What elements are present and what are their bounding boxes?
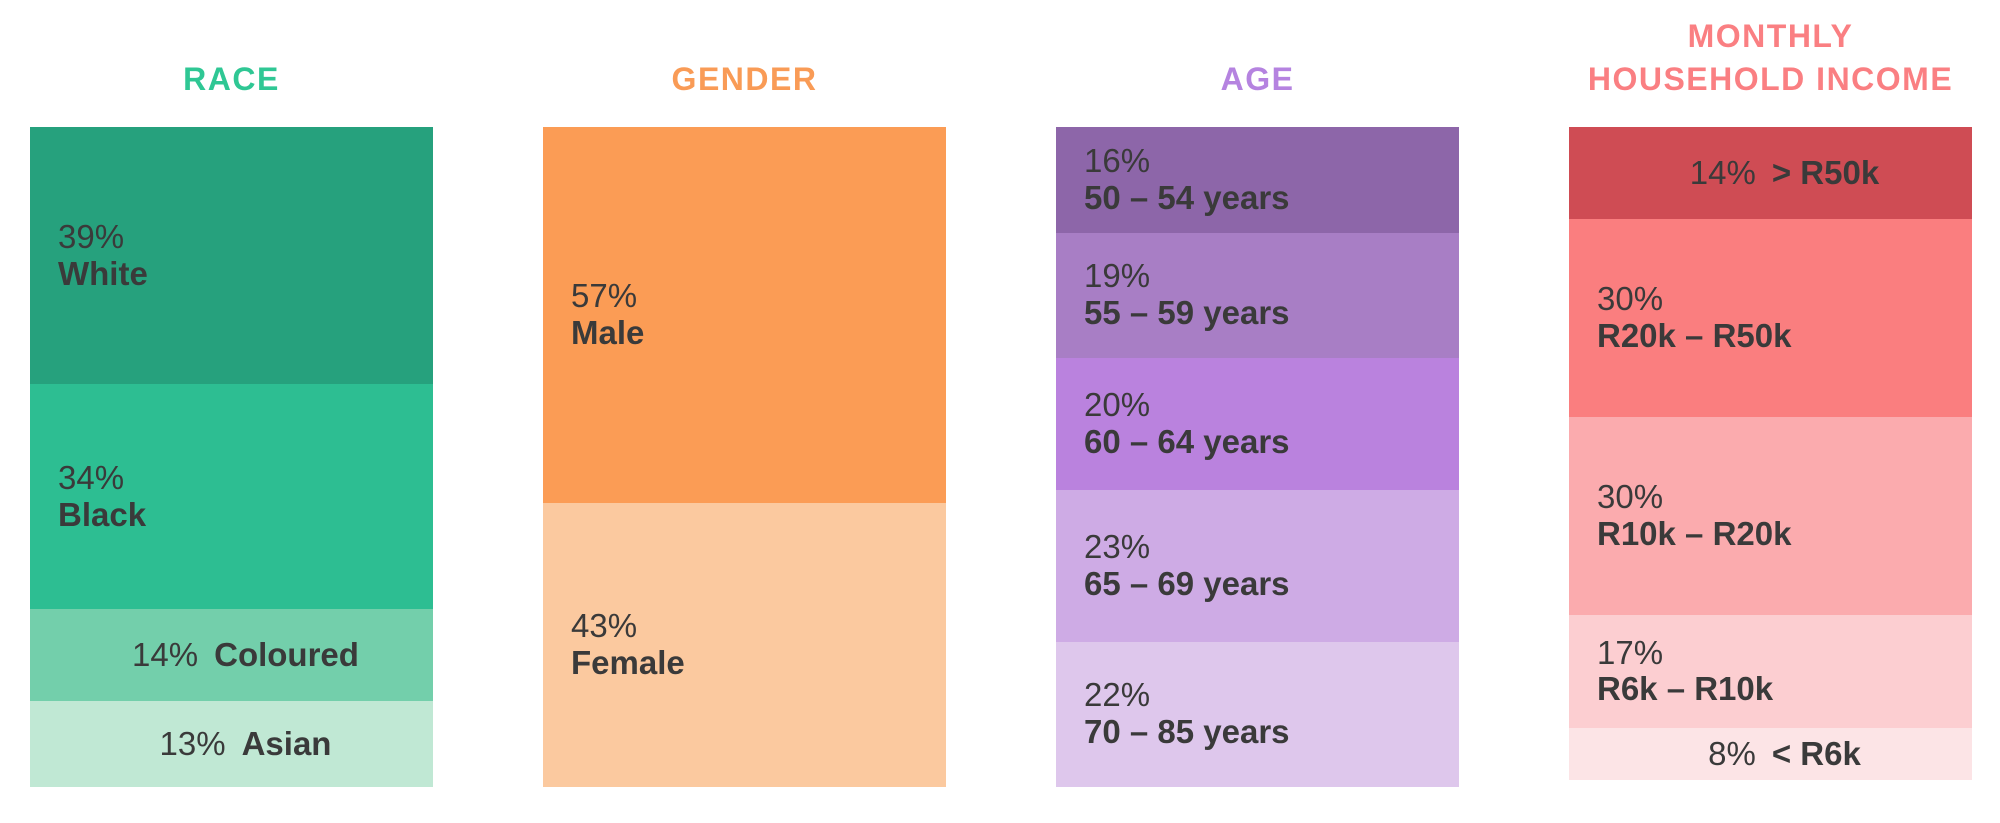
- segment-percent: 19%: [1084, 257, 1151, 295]
- segment-income-r50k: 14% > R50k: [1569, 127, 1972, 220]
- segment-label: Black: [58, 495, 147, 533]
- demographics-infographic: RACE 39% White 34% Black 14% Coloured 13% Asian G…: [30, 0, 1972, 787]
- segment-percent: 43%: [571, 607, 638, 645]
- segment-age-50-54-years: 16% 50 – 54 years: [1056, 127, 1459, 233]
- segment-percent: 14%: [1689, 153, 1756, 191]
- column-header-gender: GENDER: [543, 0, 946, 127]
- column-race: RACE 39% White 34% Black 14% Coloured 13% Asian: [30, 0, 433, 787]
- segment-label: Male: [571, 314, 645, 352]
- column-gender: GENDER 57% Male 43% Female: [543, 0, 946, 787]
- segment-percent: 30%: [1597, 478, 1664, 516]
- column-title-line-income: MONTHLY: [1687, 17, 1854, 54]
- column-title-line-race: RACE: [183, 60, 280, 97]
- segment-age-70-85-years: 22% 70 – 85 years: [1056, 641, 1459, 787]
- segment-label: White: [58, 254, 148, 292]
- segment-income-r20k-r50k: 30% R20k – R50k: [1569, 219, 1972, 418]
- column-title-line-gender: GENDER: [671, 60, 818, 97]
- stacked-bar-race: 39% White 34% Black 14% Coloured 13% Asian: [30, 127, 433, 787]
- segment-percent: 34%: [58, 458, 125, 496]
- column-header-age: AGE: [1056, 0, 1459, 127]
- segment-race-white: 39% White: [30, 127, 433, 385]
- segment-percent: 17%: [1597, 633, 1664, 671]
- column-age: AGE 16% 50 – 54 years 19% 55 – 59 years 20% 60…: [1056, 0, 1459, 787]
- segment-percent: 57%: [571, 277, 638, 315]
- segment-race-black: 34% Black: [30, 384, 433, 609]
- segment-percent: 14%: [132, 635, 199, 673]
- segment-income-r6k-r10k: 17% R6k – R10k: [1569, 615, 1972, 728]
- column-title-line-age: AGE: [1220, 60, 1295, 97]
- segment-label: Asian: [241, 724, 332, 762]
- column-title-income: MONTHLY HOUSEHOLD INCOME: [1588, 15, 1953, 101]
- segment-percent: 16%: [1084, 141, 1151, 179]
- segment-age-60-64-years: 20% 60 – 64 years: [1056, 357, 1459, 490]
- segment-label: < R6k: [1771, 734, 1861, 772]
- segment-label: R20k – R50k: [1597, 317, 1792, 355]
- segment-gender-male: 57% Male: [543, 127, 946, 504]
- column-income: MONTHLY HOUSEHOLD INCOME 14% > R50k 30% R20k …: [1569, 0, 1972, 787]
- segment-gender-female: 43% Female: [543, 503, 946, 787]
- segment-percent: 23%: [1084, 527, 1151, 565]
- segment-age-55-59-years: 19% 55 – 59 years: [1056, 232, 1459, 358]
- column-header-income: MONTHLY HOUSEHOLD INCOME: [1569, 0, 1972, 127]
- stacked-bar-age: 16% 50 – 54 years 19% 55 – 59 years 20% 60 – …: [1056, 127, 1459, 787]
- segment-percent: 22%: [1084, 676, 1151, 714]
- segment-label: Female: [571, 644, 685, 682]
- column-title-line-income: HOUSEHOLD INCOME: [1587, 60, 1954, 97]
- segment-label: 55 – 59 years: [1084, 294, 1290, 332]
- segment-label: R6k – R10k: [1597, 670, 1774, 708]
- stacked-bar-income: 14% > R50k 30% R20k – R50k 30% R10k – R20k 17%…: [1569, 127, 1972, 787]
- segment-label: 65 – 69 years: [1084, 564, 1290, 602]
- segment-percent: 30%: [1597, 280, 1664, 318]
- segment-percent: 39%: [58, 217, 125, 255]
- segment-label: 60 – 64 years: [1084, 422, 1290, 460]
- segment-percent: 13%: [159, 724, 226, 762]
- segment-label: Coloured: [214, 635, 359, 673]
- chart-columns: RACE 39% White 34% Black 14% Coloured 13% Asian G…: [30, 0, 1972, 787]
- segment-percent: 8%: [1708, 734, 1756, 772]
- column-title-gender: GENDER: [672, 58, 818, 101]
- segment-label: > R50k: [1771, 153, 1880, 191]
- segment-race-coloured: 14% Coloured: [30, 608, 433, 702]
- segment-age-65-69-years: 23% 65 – 69 years: [1056, 489, 1459, 642]
- segment-income-r6k: 8% < R6k: [1569, 727, 1972, 781]
- column-title-race: RACE: [183, 58, 280, 101]
- segment-label: 70 – 85 years: [1084, 713, 1290, 751]
- stacked-bar-gender: 57% Male 43% Female: [543, 127, 946, 787]
- segment-percent: 20%: [1084, 386, 1151, 424]
- segment-label: R10k – R20k: [1597, 515, 1792, 553]
- segment-income-r10k-r20k: 30% R10k – R20k: [1569, 417, 1972, 616]
- segment-label: 50 – 54 years: [1084, 178, 1290, 216]
- segment-race-asian: 13% Asian: [30, 701, 433, 787]
- column-header-race: RACE: [30, 0, 433, 127]
- column-title-age: AGE: [1221, 58, 1295, 101]
